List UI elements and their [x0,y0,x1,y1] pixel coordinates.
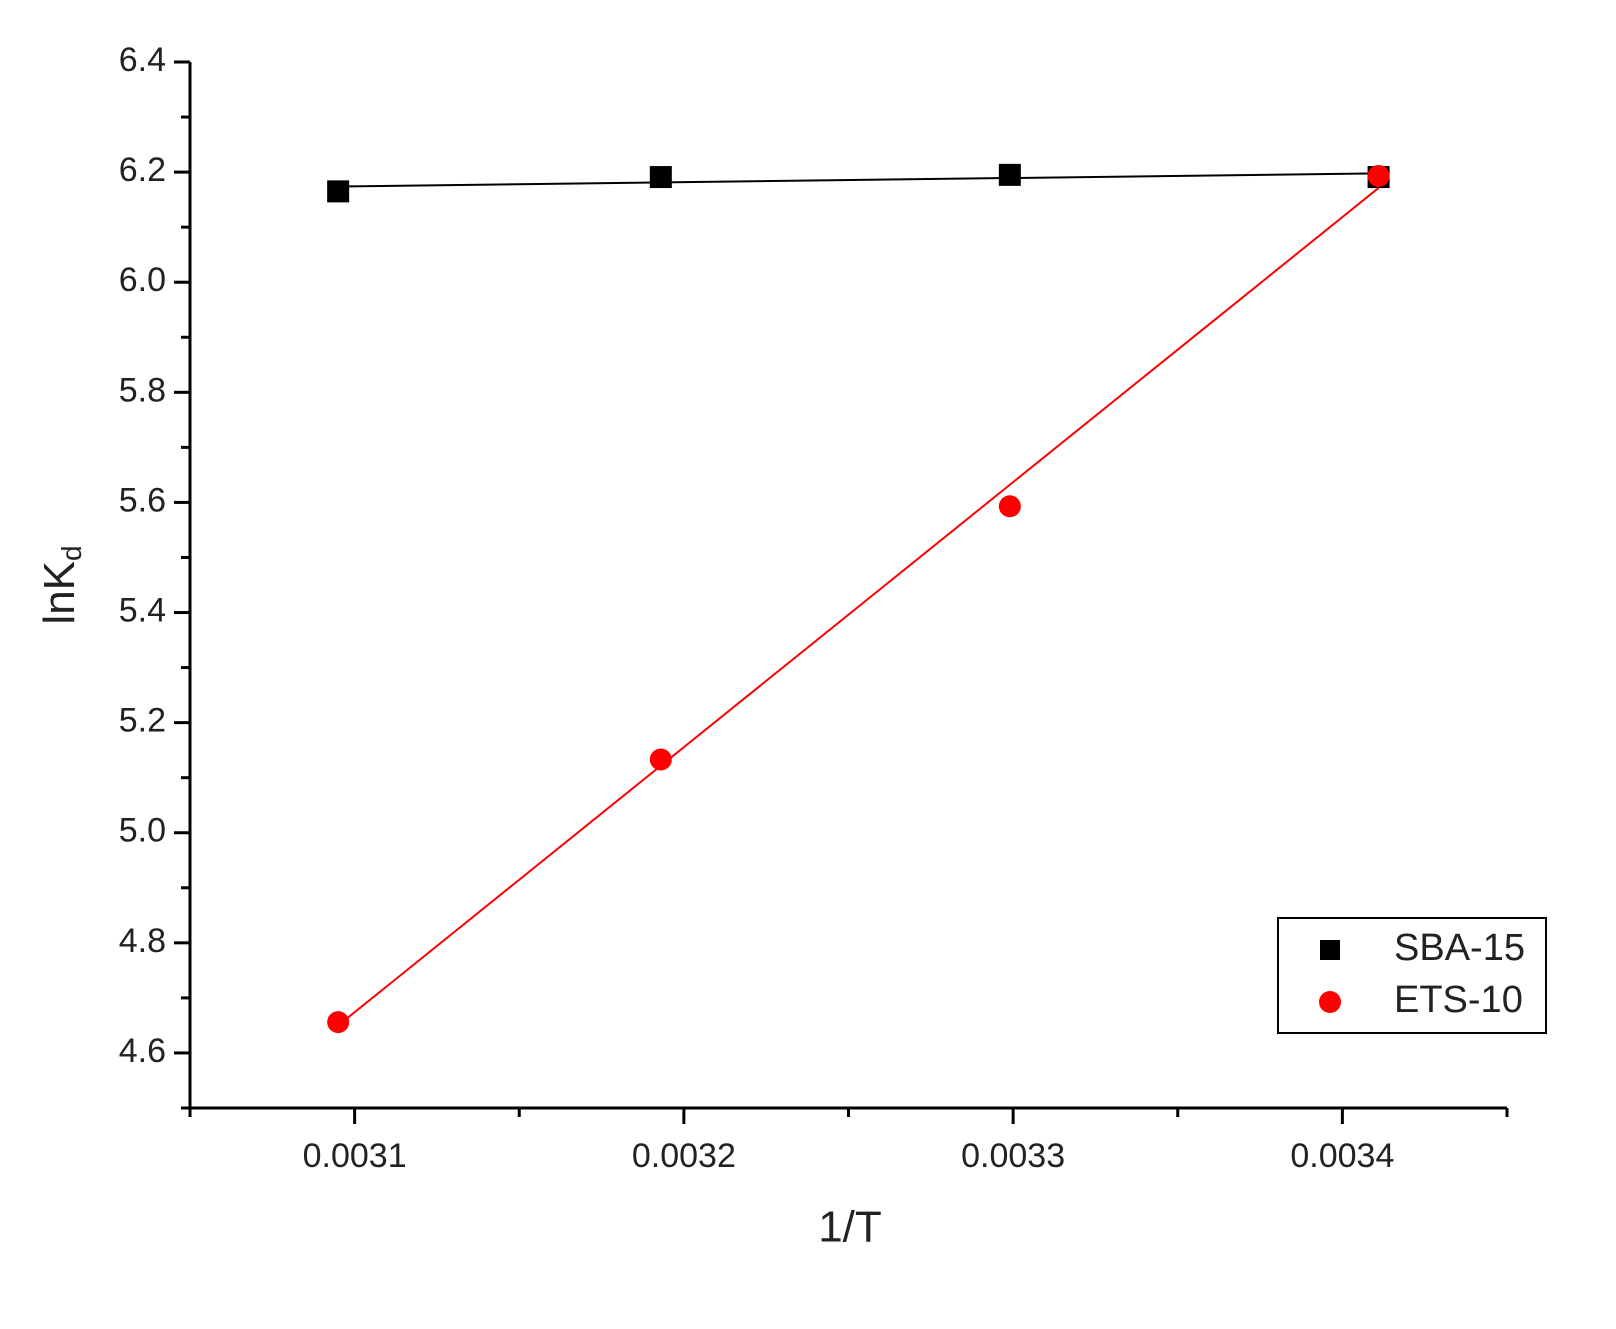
point [327,180,350,203]
y-tick-label: 5.8 [119,371,166,409]
point [998,495,1021,518]
y-tick-label: 5.2 [119,702,166,740]
legend-label: ETS-10 [1394,979,1523,1021]
y-axis-label-sub: d [56,545,87,561]
y-tick-label: 6.0 [119,261,166,299]
fit-line [338,172,1379,188]
x-tick-label: 0.0031 [303,1137,407,1175]
y-axis-label: lnKd [35,545,88,624]
x-tick-label: 0.0034 [1290,1137,1394,1175]
legend-box [1277,917,1547,1034]
x-axis-label: 1/T [818,1203,882,1252]
y-tick-label: 6.4 [119,41,166,79]
legend-swatch [1320,940,1340,960]
y-tick-label: 5.4 [119,592,166,630]
point [649,748,672,771]
y-tick-label: 4.6 [119,1032,166,1070]
y-tick-label: 4.8 [119,922,166,960]
point [1367,164,1390,187]
y-tick-label: 6.2 [119,151,166,189]
legend-swatch [1319,991,1341,1013]
y-tick-label: 5.6 [119,481,166,519]
y-tick-label: 5.0 [119,812,166,850]
legend-label: SBA-15 [1394,927,1525,969]
point [998,163,1021,186]
point [327,1011,350,1034]
y-axis-label-main: lnK [35,561,84,625]
point [649,166,672,189]
x-tick-label: 0.0033 [961,1137,1065,1175]
x-tick-label: 0.0032 [632,1137,736,1175]
fit-line [337,187,1380,1027]
